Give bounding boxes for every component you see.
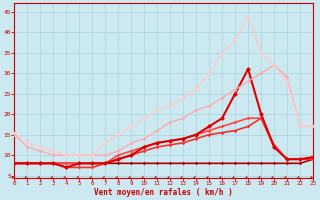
X-axis label: Vent moyen/en rafales ( km/h ): Vent moyen/en rafales ( km/h ) [94, 188, 233, 197]
